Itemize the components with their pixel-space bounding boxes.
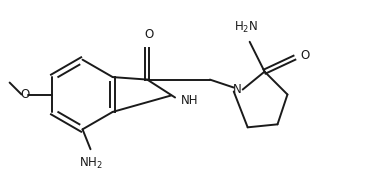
Text: NH: NH — [181, 94, 199, 107]
Text: NH$_2$: NH$_2$ — [78, 156, 102, 171]
Text: O: O — [145, 28, 154, 41]
Text: N: N — [233, 83, 242, 96]
Text: O: O — [20, 88, 29, 101]
Text: O: O — [300, 49, 310, 62]
Text: H$_2$N: H$_2$N — [233, 20, 258, 35]
